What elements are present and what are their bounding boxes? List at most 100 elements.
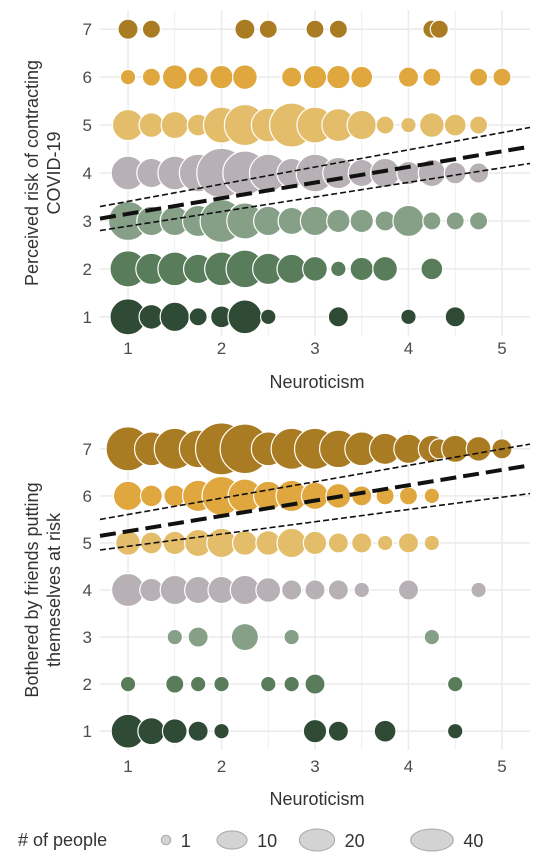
data-point: [280, 579, 303, 601]
data-point: [115, 530, 141, 556]
data-point: [445, 211, 465, 231]
legend-key-shape: [410, 828, 454, 852]
data-point: [423, 534, 441, 552]
data-point: [137, 717, 166, 746]
y-tick-label: 3: [83, 628, 92, 647]
y-axis-title: Perceived risk of contracting COVID-19: [22, 60, 64, 286]
data-point: [283, 628, 300, 646]
data-point: [422, 211, 442, 231]
data-point: [400, 116, 417, 134]
data-point: [166, 628, 184, 646]
data-point: [165, 674, 185, 694]
data-point: [213, 675, 230, 693]
data-point: [159, 301, 191, 333]
data-point: [231, 530, 258, 556]
y-tick-label: 2: [83, 675, 92, 694]
tick-labels: 1 2 3 4 5 1 2 3 4 5 6 7: [83, 440, 507, 776]
data-point: [213, 722, 230, 740]
fit-line: [99, 144, 531, 221]
data-point: [188, 307, 208, 327]
fit-line: [99, 463, 531, 538]
x-tick-label: 4: [404, 339, 413, 358]
data-point: [206, 527, 237, 559]
data-point: [327, 720, 350, 742]
data-point: [468, 67, 489, 87]
y-tick-label: 1: [83, 722, 92, 741]
data-point: [423, 487, 441, 505]
data-point: [422, 67, 442, 87]
data-point: [470, 581, 487, 599]
data-point: [119, 675, 137, 693]
legend-title: # of people: [18, 830, 107, 850]
data-point: [141, 67, 162, 87]
data-point: [492, 67, 512, 87]
panel-perceived-risk: 1 2 3 4 5 1 2 3 4 5 6 7 Neuroticism Perceived risk of…: [22, 10, 531, 392]
data-point: [227, 299, 263, 335]
data-point: [162, 530, 188, 556]
data-point: [160, 110, 189, 140]
x-tick-label: 1: [123, 339, 132, 358]
y-tick-label: 5: [83, 116, 92, 135]
data-point: [346, 109, 377, 141]
data-point: [229, 574, 261, 606]
data-point: [392, 204, 425, 238]
data-points: [107, 18, 512, 336]
ci-lower-line: [99, 162, 531, 232]
data-point: [276, 253, 307, 285]
data-point: [349, 208, 374, 234]
data-point: [234, 18, 256, 40]
x-tick-label: 2: [217, 339, 226, 358]
legend-key-label: 10: [257, 831, 277, 851]
data-point: [398, 486, 419, 506]
data-point: [372, 255, 399, 282]
data-point: [327, 532, 350, 554]
data-point: [327, 579, 350, 601]
x-tick-label: 2: [217, 757, 226, 776]
data-point: [446, 675, 464, 693]
data-point: [302, 64, 328, 90]
panel-bothered-by-friends: 1 2 3 4 5 1 2 3 4 5 6 7 Neuroticism Bothered by frien…: [22, 422, 531, 809]
x-axis-title: Neuroticism: [269, 372, 364, 392]
data-point: [280, 66, 303, 88]
data-point: [397, 532, 420, 554]
data-point: [418, 112, 445, 138]
regression-fit: [99, 126, 531, 232]
y-tick-label: 1: [83, 308, 92, 327]
data-point: [353, 581, 371, 599]
data-point: [300, 481, 330, 511]
data-point: [189, 675, 207, 693]
data-point: [375, 115, 395, 135]
legend-key-label: 20: [345, 831, 365, 851]
data-point: [304, 673, 326, 695]
data-point: [259, 308, 277, 326]
y-axis-title: Bothered by friends putting themeselves a…: [22, 482, 64, 697]
x-tick-label: 5: [497, 339, 506, 358]
data-point: [349, 256, 374, 282]
x-tick-label: 3: [310, 757, 319, 776]
data-point: [112, 480, 144, 512]
x-tick-label: 4: [404, 757, 413, 776]
legend-key-shape: [160, 834, 172, 846]
x-tick-label: 5: [497, 757, 506, 776]
ci-lower-line: [99, 492, 531, 551]
data-point: [209, 64, 234, 90]
x-axis-title: Neuroticism: [269, 789, 364, 809]
data-point: [326, 208, 351, 234]
data-point: [444, 306, 466, 328]
data-point: [119, 68, 137, 86]
data-point: [302, 718, 328, 744]
data-point: [443, 161, 467, 185]
data-point: [446, 722, 464, 740]
regression-fit: [99, 443, 531, 551]
data-point: [397, 579, 420, 601]
y-tick-label: 4: [83, 581, 92, 600]
data-point: [117, 18, 139, 40]
y-tick-label: 6: [83, 68, 92, 87]
data-point: [420, 257, 444, 281]
data-point: [327, 306, 350, 328]
data-point: [465, 435, 492, 462]
data-point: [467, 162, 490, 184]
data-point: [429, 19, 449, 39]
y-tick-label: 2: [83, 260, 92, 279]
